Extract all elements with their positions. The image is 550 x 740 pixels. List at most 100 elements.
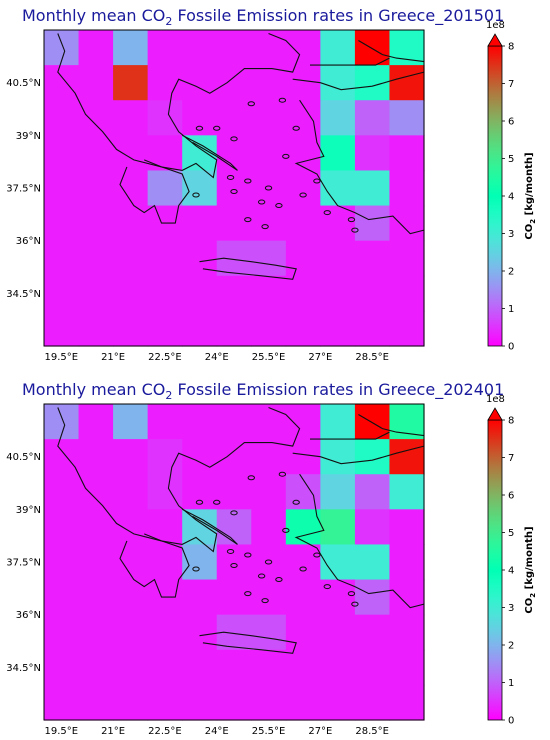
heatmap-cell: [320, 579, 356, 616]
heatmap-cell: [147, 439, 183, 475]
heatmap-cell: [78, 474, 114, 510]
colorbar-tick-label: 7: [508, 453, 514, 464]
heatmap-cell: [251, 509, 287, 546]
heatmap-cell: [354, 240, 391, 277]
heatmap-cell: [78, 205, 114, 242]
heatmap-cell: [44, 614, 80, 651]
heatmap-cell: [285, 310, 321, 347]
heatmap-cell: [44, 240, 80, 277]
heatmap-cell: [320, 240, 356, 277]
colorbar-tick-label: 6: [508, 117, 514, 128]
colorbar-tick-label: 1: [508, 678, 514, 689]
heatmap-cell: [285, 579, 321, 616]
heatmap-cell: [389, 404, 425, 440]
heatmap-cell: [44, 544, 80, 581]
heatmap-cell: [216, 579, 252, 616]
colorbar-tick-label: 8: [508, 42, 514, 53]
heatmap-cell: [251, 205, 287, 242]
y-tick-label: 37.5°N: [6, 184, 41, 195]
heatmap-cell: [147, 100, 183, 136]
heatmap-cell: [320, 65, 356, 101]
heatmap-cell: [182, 649, 218, 686]
heatmap-cell: [78, 170, 114, 207]
island-outline: [299, 566, 307, 572]
heatmap-cell: [354, 614, 391, 651]
island-outline: [278, 471, 287, 477]
heatmap-cell: [44, 579, 80, 616]
island-outline: [282, 527, 290, 533]
heatmap-cell: [354, 205, 391, 242]
heatmap-cell: [251, 684, 287, 721]
colorbar-tick-label: 0: [508, 342, 514, 353]
heatmap-cell: [147, 509, 183, 546]
heatmap-cell: [147, 310, 183, 347]
coastline: [181, 508, 238, 545]
island-outline: [192, 566, 200, 572]
heatmap-cell: [389, 310, 425, 347]
island-outline: [282, 153, 290, 159]
heatmap-cell: [389, 100, 425, 136]
heatmap-cell: [147, 170, 183, 207]
heatmap-cell: [113, 135, 149, 172]
heatmap-cell: [285, 170, 321, 207]
heatmap-cell: [285, 509, 321, 546]
colorbar-tick-label: 6: [508, 491, 514, 502]
heatmap-cell: [78, 439, 114, 475]
heatmap-cell: [320, 170, 356, 207]
heatmap-cell: [251, 614, 287, 651]
island-outline: [313, 178, 321, 184]
heatmap-cell: [78, 135, 114, 172]
island-outline: [323, 584, 331, 590]
heatmap-cell: [44, 310, 80, 347]
heatmap-cell: [354, 404, 391, 440]
heatmap-cell: [113, 474, 149, 510]
heatmap-cell: [147, 614, 183, 651]
heatmap-cell: [251, 170, 287, 207]
colorbar-tick-label: 0: [508, 716, 514, 727]
heatmap-cell: [320, 614, 356, 651]
island-outline: [192, 192, 200, 198]
heatmap-cell: [147, 240, 183, 277]
x-tick-label: 21°E: [101, 726, 125, 737]
heatmap-cell: [78, 100, 114, 136]
heatmap-cell: [44, 170, 80, 207]
island-outline: [299, 192, 307, 198]
heatmap-cell: [182, 310, 218, 347]
heatmap-cell: [285, 404, 321, 440]
heatmap-cell: [389, 135, 425, 172]
heatmap-cell: [320, 275, 356, 312]
island-outline: [244, 591, 252, 597]
colorbar-tick-label: 3: [508, 603, 514, 614]
heatmap-cell: [285, 439, 321, 475]
heatmap-cell: [251, 404, 287, 440]
x-tick-label: 22.5°E: [148, 352, 182, 363]
heatmap-cell: [320, 509, 356, 546]
x-tick-label: 19.5°E: [44, 352, 78, 363]
heatmap-cell: [216, 310, 252, 347]
colorbar-tick-label: 5: [508, 528, 514, 539]
heatmap-cell: [44, 205, 80, 242]
y-tick-label: 37.5°N: [6, 558, 41, 569]
heatmap-cell: [251, 474, 287, 510]
island-outline: [257, 573, 266, 579]
island-outline: [244, 178, 252, 184]
emission-map-2015: 19.5°E 21°E 22.5°E 24°E 25.5°E 27°E 28.5°E 40.5…: [6, 20, 537, 363]
heatmap-cell: [78, 509, 114, 546]
heatmap-cell: [389, 170, 425, 207]
heatmap-cell: [389, 275, 425, 312]
heatmap-cell: [44, 135, 80, 172]
heatmap-cell: [182, 684, 218, 721]
island-outline: [247, 101, 255, 107]
island-outline: [247, 475, 255, 481]
colorbar: [487, 45, 503, 347]
island-outline: [292, 499, 300, 505]
heatmap-cell: [113, 275, 149, 312]
heatmap-cell: [389, 614, 425, 651]
heatmap-cell: [285, 30, 321, 66]
coastline: [292, 71, 425, 91]
heatmap-cell: [251, 544, 287, 581]
heatmap-cell: [78, 240, 114, 277]
heatmap-cell: [389, 579, 425, 616]
island-outline: [230, 189, 238, 195]
heatmap-cell: [285, 240, 321, 277]
